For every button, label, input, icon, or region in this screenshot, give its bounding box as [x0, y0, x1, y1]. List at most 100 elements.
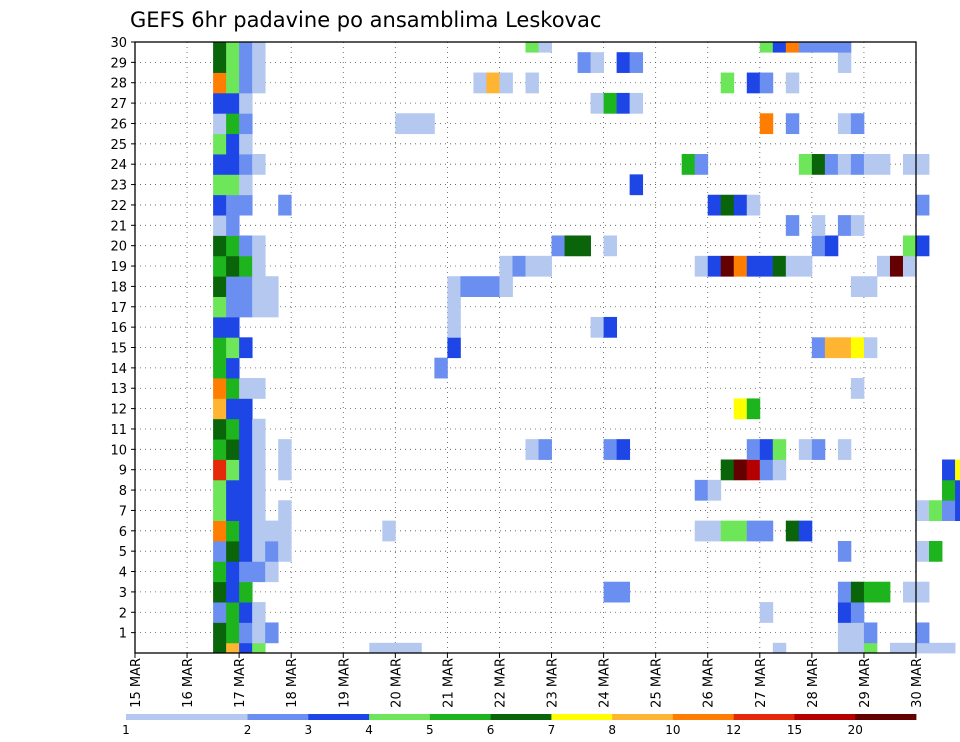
- precip-cell: [850, 215, 865, 236]
- precip-cell: [252, 520, 266, 542]
- y-tick-label: 13: [110, 382, 127, 397]
- precip-cell: [252, 235, 266, 257]
- colorbar: 1 2 3 4 5 6 7 8 10 12 15 20: [122, 714, 917, 737]
- precip-cell: [213, 255, 227, 277]
- colorbar-label: 6: [487, 723, 495, 737]
- precip-cell: [239, 255, 253, 277]
- precip-cell: [798, 42, 813, 53]
- precip-cell: [395, 113, 409, 135]
- precip-cell: [916, 581, 930, 603]
- precip-cell: [213, 439, 227, 460]
- colorbar-label: 4: [365, 723, 373, 737]
- precip-cell: [226, 92, 240, 114]
- precip-cell: [421, 113, 435, 135]
- precip-cell: [239, 337, 253, 359]
- precip-cell: [603, 316, 618, 338]
- precip-cell: [681, 154, 696, 175]
- x-tick-label: 29 MAR: [858, 658, 873, 708]
- precip-cell: [252, 276, 266, 297]
- y-tick-label: 28: [110, 77, 127, 92]
- precip-cell: [850, 337, 865, 359]
- precip-cell: [447, 337, 461, 359]
- precip-cell: [525, 42, 539, 53]
- precip-cell: [955, 459, 960, 481]
- precip-cell: [252, 296, 266, 318]
- precip-cell: [759, 459, 774, 481]
- precip-cell: [278, 439, 292, 460]
- precip-cell: [863, 154, 878, 175]
- precip-cell: [239, 42, 253, 53]
- precip-cell: [720, 194, 735, 216]
- precip-cell: [213, 52, 227, 73]
- colorbar-swatch: [733, 714, 795, 720]
- precip-cell: [265, 296, 279, 318]
- precip-cell: [577, 235, 591, 257]
- y-tick-label: 23: [110, 179, 127, 194]
- precip-cell: [772, 459, 787, 481]
- precip-cell: [916, 622, 930, 644]
- precip-cell: [252, 439, 266, 460]
- precip-cell: [213, 194, 227, 216]
- precip-cell: [850, 602, 865, 623]
- y-tick-label: 10: [110, 443, 127, 458]
- precip-cell: [226, 72, 240, 94]
- precip-cell: [239, 398, 253, 420]
- precip-cell: [395, 642, 409, 654]
- precip-cell: [759, 42, 774, 53]
- colorbar-label: 2: [244, 723, 252, 737]
- precip-cell: [499, 276, 513, 297]
- x-axis: 15 MAR 16 MAR 17 MAR 18 MAR 19 MAR 20 MAR 21 M…: [129, 653, 925, 708]
- precip-cell: [707, 194, 722, 216]
- precip-cell: [811, 235, 826, 257]
- precip-cell: [226, 500, 240, 522]
- x-tick-label: 19 MAR: [337, 658, 352, 708]
- precip-cell: [226, 622, 240, 644]
- precip-cell: [265, 520, 279, 542]
- y-tick-label: 9: [119, 464, 127, 479]
- precip-cell: [278, 194, 292, 216]
- precip-cell: [226, 133, 240, 155]
- precip-cell: [694, 479, 709, 501]
- precip-cell: [239, 479, 253, 501]
- precip-cell: [226, 581, 240, 603]
- precip-cell: [408, 113, 422, 135]
- precip-cell: [889, 255, 904, 277]
- y-tick-label: 22: [110, 199, 127, 214]
- precip-cell: [499, 72, 513, 94]
- precip-cell: [798, 439, 813, 460]
- precip-cell: [213, 581, 227, 603]
- precip-cell: [525, 255, 539, 277]
- precip-cell: [239, 520, 253, 542]
- precip-cell: [916, 642, 930, 654]
- precip-cell: [239, 154, 253, 175]
- y-tick-label: 7: [119, 504, 127, 519]
- precip-cell: [603, 92, 618, 114]
- colorbar-label: 5: [426, 723, 434, 737]
- precip-cell: [759, 113, 774, 135]
- precip-cell: [226, 439, 240, 460]
- x-tick-label: 27 MAR: [754, 658, 769, 708]
- y-tick-label: 5: [119, 545, 127, 560]
- precip-cell: [226, 357, 240, 379]
- precip-cell: [239, 133, 253, 155]
- y-tick-label: 15: [110, 342, 127, 357]
- precip-cell: [798, 520, 813, 542]
- precip-cell: [863, 581, 878, 603]
- precip-cell: [525, 72, 539, 94]
- colorbar-swatch: [794, 714, 856, 720]
- x-tick-label: 18 MAR: [285, 658, 300, 708]
- precip-cell: [213, 174, 227, 196]
- precip-cell: [942, 479, 956, 501]
- precip-cell: [929, 540, 943, 562]
- precip-cell: [460, 276, 474, 297]
- precip-cell: [252, 459, 266, 481]
- x-tick-label: 23 MAR: [546, 658, 561, 708]
- precip-cell: [629, 174, 644, 196]
- precip-cell: [226, 52, 240, 73]
- precip-cell: [525, 439, 539, 460]
- precip-cell: [837, 602, 852, 623]
- precip-cell: [902, 581, 917, 603]
- y-tick-label: 30: [110, 36, 127, 51]
- precip-cell: [213, 418, 227, 440]
- precip-cell: [772, 255, 787, 277]
